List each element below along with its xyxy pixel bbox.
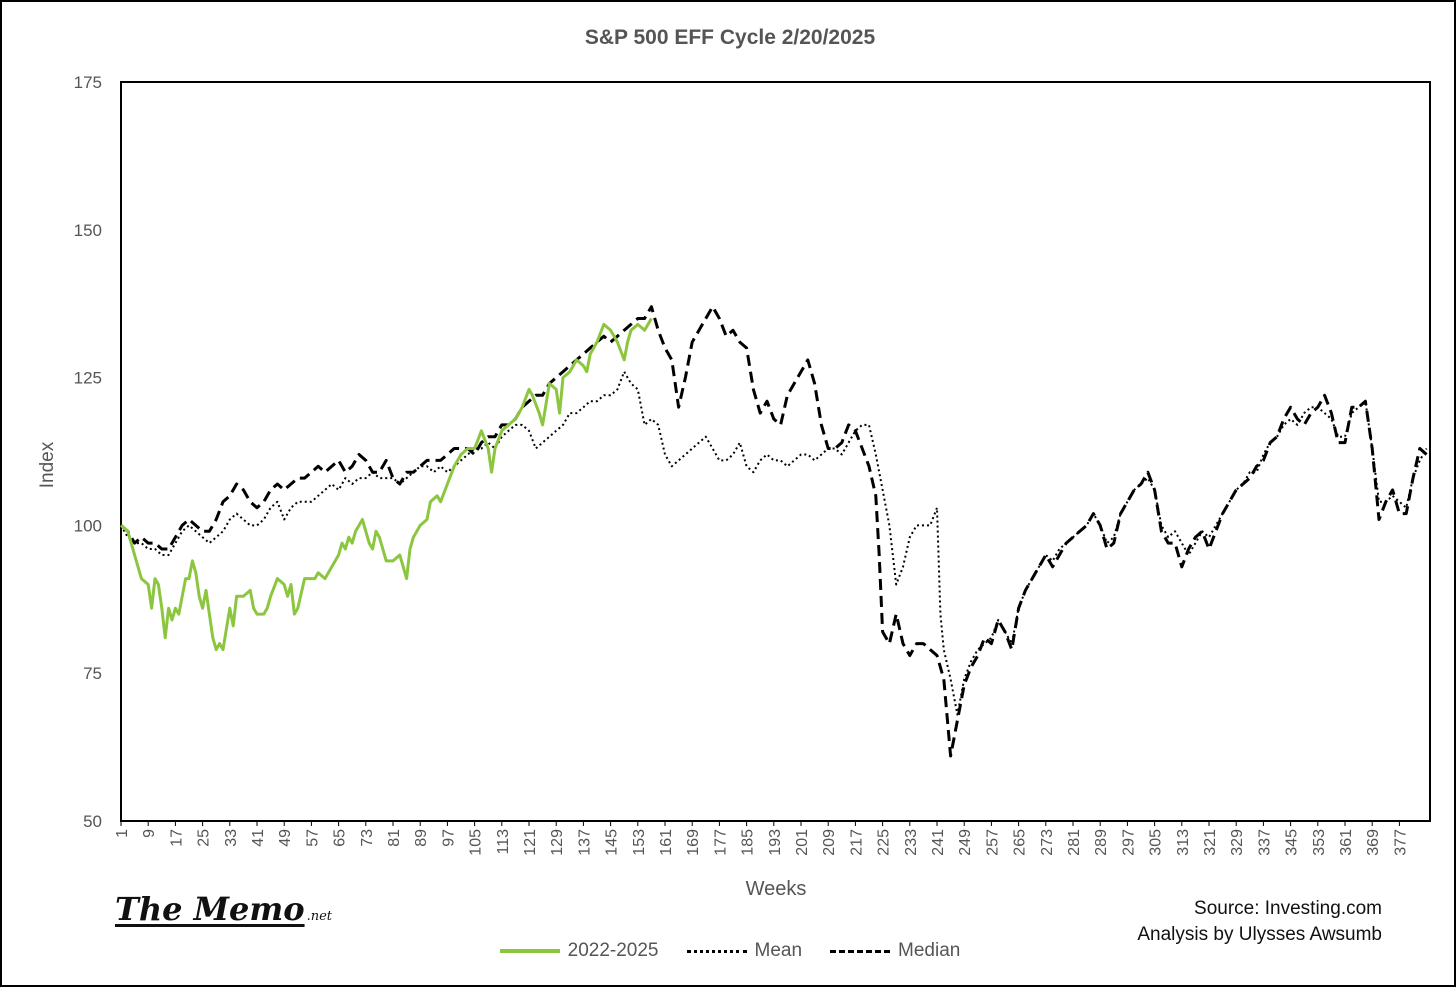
x-tick-label: 145 (604, 829, 621, 856)
x-tick-label: 209 (821, 829, 838, 856)
x-tick-label: 113 (495, 829, 512, 855)
x-tick-label: 33 (223, 829, 240, 847)
x-tick-label: 25 (196, 829, 213, 847)
y-tick-label: 50 (83, 812, 102, 831)
legend-swatch-dashed (830, 949, 891, 953)
y-axis: 50 75 100 125 150 175 (74, 73, 102, 831)
x-tick-label: 329 (1229, 829, 1246, 856)
x-tick-label: 337 (1256, 829, 1273, 856)
x-tick-label: 161 (658, 829, 675, 856)
y-tick-label: 125 (74, 369, 102, 388)
x-tick-label: 17 (168, 829, 185, 847)
legend-label: 2022-2025 (567, 940, 659, 961)
x-tick-label: 185 (740, 829, 757, 856)
y-tick-label: 75 (83, 664, 102, 683)
plot-area (120, 81, 1431, 822)
y-tick-label: 100 (74, 516, 102, 535)
x-tick-label: 377 (1392, 829, 1409, 856)
legend-item-2022-2025: 2022-2025 (499, 940, 659, 962)
x-tick-label: 225 (876, 829, 893, 856)
x-axis: 1 9 17 25 33 41 49 57 65 73 81 89 97 105 113 121 129 137 1… (114, 821, 1409, 856)
analysis-credit-line: Analysis by Ulysses Awsumb (1137, 924, 1382, 945)
x-tick-label: 121 (522, 829, 539, 856)
x-tick-label: 153 (631, 829, 648, 856)
y-tick-label: 150 (74, 221, 102, 240)
x-tick-label: 217 (848, 829, 865, 856)
legend: 2022-2025 Mean Median (2, 940, 1456, 962)
x-tick-label: 289 (1093, 829, 1110, 856)
x-tick-label: 297 (1120, 829, 1137, 856)
x-tick-label: 169 (685, 829, 702, 856)
x-tick-label: 345 (1284, 829, 1301, 856)
source-annotation: Source: Investing.com Analysis by Ulysse… (1137, 896, 1382, 948)
x-tick-label: 41 (250, 829, 267, 847)
series-line-mean (120, 370, 1428, 716)
x-tick-label: 129 (549, 829, 566, 856)
x-tick-label: 321 (1202, 829, 1219, 856)
legend-label: Mean (754, 940, 803, 961)
series-line-2022-2025 (120, 317, 653, 652)
x-tick-label: 1 (114, 829, 131, 838)
chart-title: S&P 500 EFF Cycle 2/20/2025 (584, 26, 876, 49)
x-tick-label: 273 (1039, 829, 1056, 856)
y-tick-label: 175 (74, 73, 102, 92)
logo-main-text: The Memo (115, 890, 305, 928)
x-tick-label: 257 (984, 829, 1001, 856)
x-tick-label: 193 (767, 829, 784, 856)
x-tick-label: 49 (277, 829, 294, 847)
x-tick-label: 281 (1066, 829, 1083, 856)
source-line: Source: Investing.com (1194, 898, 1382, 919)
legend-item-mean: Mean (686, 940, 803, 962)
x-tick-label: 137 (576, 829, 593, 856)
x-tick-label: 73 (359, 829, 376, 847)
x-tick-label: 201 (794, 829, 811, 856)
x-tick-label: 9 (141, 829, 158, 838)
y-axis-label: Index (37, 441, 58, 489)
memo-logo: The Memo .net (115, 890, 332, 928)
x-tick-label: 361 (1338, 829, 1355, 856)
x-tick-label: 97 (440, 829, 457, 847)
x-tick-label: 89 (413, 829, 430, 847)
x-tick-label: 305 (1148, 829, 1165, 856)
x-axis-label: Weeks (745, 878, 807, 900)
x-tick-label: 353 (1311, 829, 1328, 856)
legend-swatch-dotted (686, 949, 747, 953)
x-tick-label: 249 (957, 829, 974, 856)
x-tick-label: 369 (1365, 829, 1382, 856)
x-tick-label: 241 (930, 829, 947, 856)
x-tick-label: 81 (386, 829, 403, 847)
legend-swatch-solid (499, 949, 560, 953)
x-tick-label: 265 (1012, 829, 1029, 856)
x-tick-label: 57 (304, 829, 321, 847)
legend-item-median: Median (830, 940, 960, 962)
x-tick-label: 313 (1175, 829, 1192, 856)
x-tick-label: 65 (332, 829, 349, 847)
x-tick-label: 177 (712, 829, 729, 856)
logo-suffix-text: .net (306, 909, 332, 924)
legend-label: Median (898, 940, 961, 961)
series-layer (120, 305, 1428, 758)
x-tick-label: 105 (468, 829, 485, 856)
x-tick-label: 233 (903, 829, 920, 856)
series-line-median (120, 305, 1428, 758)
